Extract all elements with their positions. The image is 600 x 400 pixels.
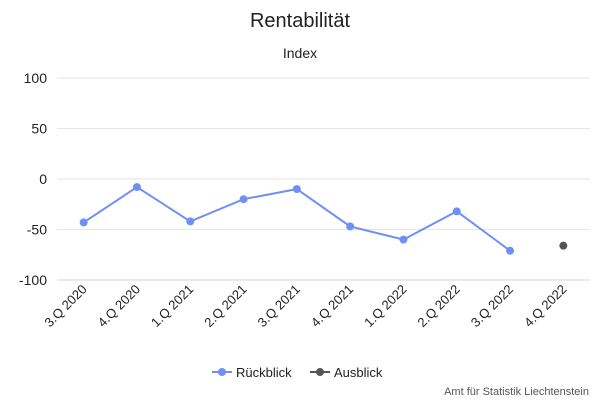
data-point[interactable] bbox=[559, 241, 568, 250]
y-axis-ticks: 100 50 0 -50 -100 bbox=[19, 70, 47, 288]
data-point[interactable] bbox=[506, 246, 515, 255]
legend-label-rueckblick: Rückblick bbox=[236, 365, 292, 380]
legend-marker-ausblick bbox=[316, 368, 324, 376]
x-tick-label: 2.Q 2022 bbox=[414, 282, 462, 330]
y-tick-label: -100 bbox=[19, 272, 47, 288]
series-line bbox=[83, 185, 511, 252]
chart-title: Rentabilität bbox=[250, 10, 351, 32]
legend[interactable]: Rückblick Ausblick bbox=[212, 365, 383, 380]
x-tick-label: 2.Q 2021 bbox=[201, 282, 249, 330]
legend-item-ausblick[interactable]: Ausblick bbox=[310, 365, 383, 380]
data-point[interactable] bbox=[292, 185, 301, 194]
legend-marker-rueckblick bbox=[218, 368, 226, 376]
x-tick-label: 3.Q 2020 bbox=[41, 282, 89, 330]
x-tick-label: 4.Q 2022 bbox=[521, 282, 569, 330]
x-tick-label: 4.Q 2021 bbox=[308, 282, 356, 330]
y-tick-label: 0 bbox=[39, 171, 47, 187]
credit-text[interactable]: Amt für Statistik Liechtenstein bbox=[444, 386, 589, 398]
data-point[interactable] bbox=[186, 217, 195, 226]
x-axis-ticks: 3.Q 2020 4.Q 2020 1.Q 2021 2.Q 2021 3.Q 2021… bbox=[41, 282, 569, 330]
data-point[interactable] bbox=[346, 222, 355, 231]
chart-subtitle: Index bbox=[283, 45, 317, 61]
data-point[interactable] bbox=[452, 207, 461, 216]
data-point[interactable] bbox=[79, 218, 88, 227]
y-tick-label: 100 bbox=[24, 70, 48, 86]
legend-label-ausblick: Ausblick bbox=[334, 365, 383, 380]
data-point[interactable] bbox=[399, 235, 408, 244]
x-tick-label: 4.Q 2020 bbox=[95, 282, 143, 330]
y-tick-label: -50 bbox=[27, 222, 47, 238]
x-tick-label: 1.Q 2022 bbox=[361, 282, 409, 330]
data-point[interactable] bbox=[132, 183, 141, 192]
legend-item-rueckblick[interactable]: Rückblick bbox=[212, 365, 292, 380]
grid bbox=[57, 77, 590, 281]
x-tick-label: 3.Q 2022 bbox=[468, 282, 516, 330]
series-layer bbox=[79, 183, 568, 255]
x-tick-label: 1.Q 2021 bbox=[148, 282, 196, 330]
data-point[interactable] bbox=[239, 195, 248, 204]
x-tick-label: 3.Q 2021 bbox=[255, 282, 303, 330]
y-tick-label: 50 bbox=[31, 121, 47, 137]
